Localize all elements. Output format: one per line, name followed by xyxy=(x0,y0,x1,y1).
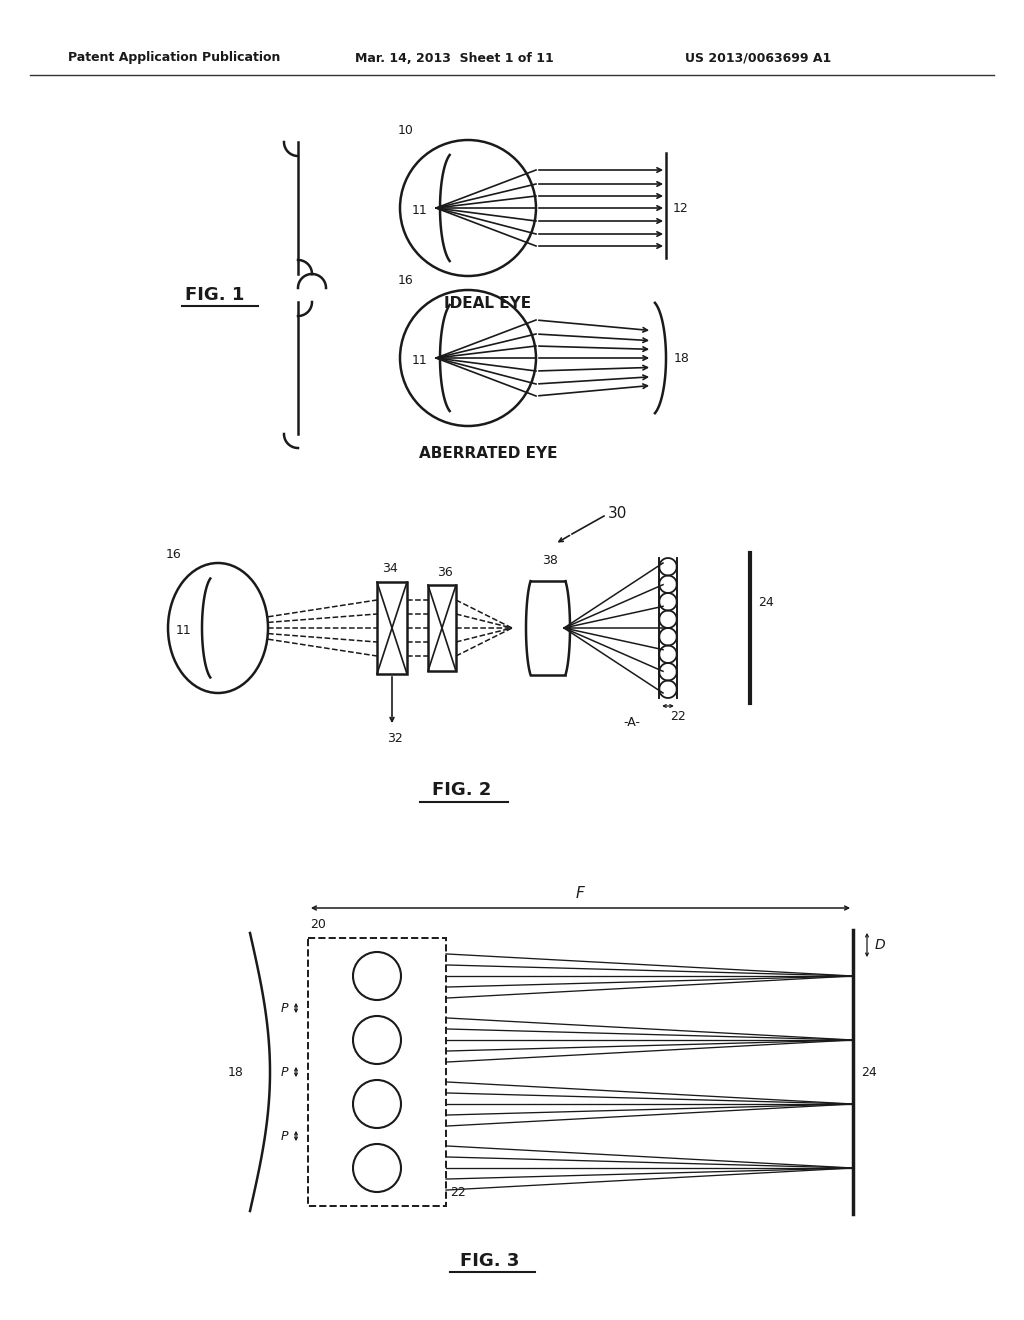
Bar xyxy=(308,939,446,1206)
Text: 34: 34 xyxy=(382,562,397,576)
Text: 16: 16 xyxy=(166,549,181,561)
Text: FIG. 1: FIG. 1 xyxy=(185,286,245,304)
Text: Patent Application Publication: Patent Application Publication xyxy=(68,51,281,65)
Text: 38: 38 xyxy=(542,554,558,568)
Text: 18: 18 xyxy=(228,1065,244,1078)
Text: 10: 10 xyxy=(398,124,414,136)
Text: 22: 22 xyxy=(670,710,686,722)
Text: 30: 30 xyxy=(608,506,628,520)
Text: P: P xyxy=(281,1130,289,1143)
Text: 36: 36 xyxy=(437,565,453,578)
Text: IDEAL EYE: IDEAL EYE xyxy=(444,297,531,312)
Text: F: F xyxy=(575,887,585,902)
Text: P: P xyxy=(281,1065,289,1078)
Text: 22: 22 xyxy=(450,1185,466,1199)
Text: FIG. 3: FIG. 3 xyxy=(461,1251,520,1270)
Text: 32: 32 xyxy=(387,731,402,744)
Text: 11: 11 xyxy=(412,203,428,216)
Text: 24: 24 xyxy=(758,597,774,610)
Text: FIG. 2: FIG. 2 xyxy=(432,781,492,799)
Text: 16: 16 xyxy=(398,273,414,286)
Text: D: D xyxy=(874,939,886,952)
Bar xyxy=(377,582,407,675)
Text: P: P xyxy=(281,1002,289,1015)
Bar xyxy=(428,585,456,671)
Text: 24: 24 xyxy=(861,1065,877,1078)
Text: 18: 18 xyxy=(674,351,690,364)
Text: -A-: -A- xyxy=(623,715,640,729)
Text: 20: 20 xyxy=(310,917,326,931)
Text: 11: 11 xyxy=(412,354,428,367)
Text: US 2013/0063699 A1: US 2013/0063699 A1 xyxy=(685,51,831,65)
Text: ABERRATED EYE: ABERRATED EYE xyxy=(419,446,557,462)
Text: Mar. 14, 2013  Sheet 1 of 11: Mar. 14, 2013 Sheet 1 of 11 xyxy=(355,51,554,65)
Text: 11: 11 xyxy=(176,623,191,636)
Text: 12: 12 xyxy=(673,202,689,214)
